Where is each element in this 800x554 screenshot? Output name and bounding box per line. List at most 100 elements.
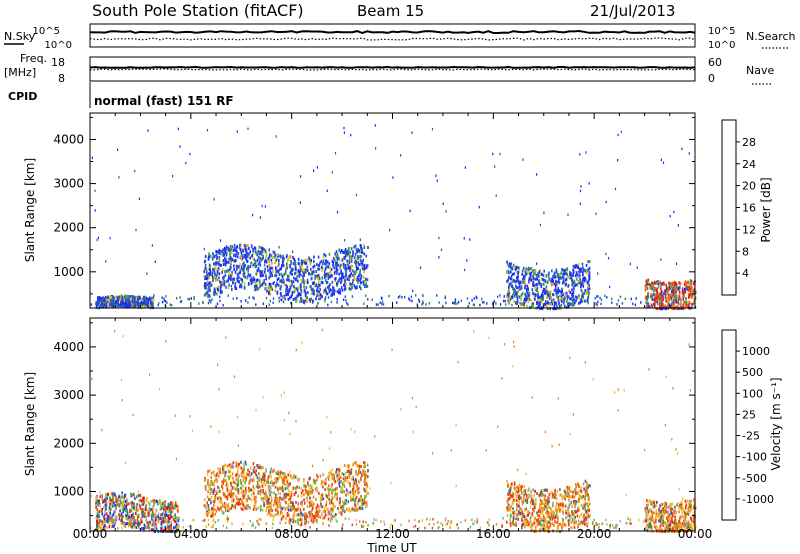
- floor-point: [570, 521, 572, 524]
- nave-line: [89, 68, 696, 71]
- scatter-point: [291, 268, 293, 272]
- scatter-point: [657, 285, 660, 289]
- scatter-point: [365, 486, 368, 490]
- scatter-point: [268, 263, 271, 267]
- scatter-point: [292, 255, 294, 259]
- scatter-point: [133, 504, 136, 508]
- sparse-point: [673, 210, 675, 214]
- scatter-point: [272, 481, 274, 485]
- scatter-point: [336, 257, 339, 261]
- scatter-point: [110, 492, 113, 496]
- scatter-point: [668, 287, 670, 291]
- scatter-point: [554, 284, 557, 288]
- scatter-point: [285, 289, 287, 293]
- scatter-point: [170, 501, 173, 505]
- scatter-point: [102, 500, 104, 504]
- scatter-point: [506, 293, 509, 296]
- scatter-point: [206, 501, 208, 505]
- scatter-point: [562, 269, 565, 272]
- scatter-point: [293, 258, 295, 262]
- scatter-point: [526, 284, 529, 288]
- scatter-point: [270, 258, 273, 262]
- scatter-point: [315, 473, 318, 477]
- scatter-point: [530, 305, 533, 309]
- scatter-point: [322, 485, 324, 489]
- scatter-point: [365, 285, 368, 288]
- floor-point: [604, 294, 606, 298]
- scatter-point: [357, 278, 360, 281]
- scatter-point: [240, 472, 242, 476]
- scatter-point: [226, 494, 229, 498]
- sparse-point: [151, 244, 153, 247]
- floor-point: [166, 301, 168, 304]
- floor-point: [279, 521, 281, 525]
- freq-line: [89, 65, 696, 69]
- scatter-point: [230, 247, 232, 251]
- scatter-point: [285, 506, 288, 510]
- scatter-point: [507, 292, 510, 296]
- scatter-point: [691, 295, 694, 299]
- scatter-point: [689, 282, 692, 286]
- scatter-point: [310, 519, 313, 523]
- scatter-point: [294, 289, 296, 293]
- scatter-point: [260, 258, 263, 262]
- floor-point: [549, 524, 552, 528]
- sparse-point: [258, 348, 261, 351]
- scatter-point: [357, 248, 359, 252]
- scatter-point: [99, 305, 102, 308]
- scatter-point: [683, 295, 685, 299]
- scatter-point: [354, 497, 357, 501]
- sparse-point: [597, 272, 599, 275]
- scatter-point: [255, 499, 258, 503]
- scatter-point: [686, 281, 688, 285]
- scatter-point: [218, 489, 221, 493]
- scatter-point: [537, 298, 539, 302]
- scatter-point: [137, 299, 139, 303]
- scatter-point: [112, 498, 114, 502]
- scatter-point: [233, 492, 235, 496]
- scatter-point: [100, 296, 102, 300]
- scatter-point: [338, 248, 340, 252]
- sparse-point: [409, 209, 411, 213]
- floor-point: [381, 302, 383, 306]
- scatter-point: [517, 289, 519, 293]
- scatter-point: [157, 512, 160, 516]
- floor-point: [425, 303, 427, 306]
- scatter-point: [685, 285, 687, 289]
- scatter-point: [110, 518, 113, 522]
- floor-point: [457, 301, 460, 304]
- scatter-point: [506, 260, 508, 264]
- scatter-point: [230, 258, 232, 262]
- scatter-point: [269, 485, 272, 489]
- scatter-point: [126, 503, 128, 507]
- scatter-point: [213, 271, 216, 275]
- scatter-point: [656, 280, 658, 284]
- sparse-point: [499, 152, 501, 156]
- scatter-point: [305, 520, 307, 524]
- scatter-point: [245, 248, 248, 252]
- scatter-point: [316, 286, 319, 289]
- scatter-point: [122, 500, 124, 504]
- scatter-point: [207, 257, 210, 261]
- scatter-point: [222, 248, 224, 252]
- scatter-point: [664, 307, 666, 311]
- floor-point: [258, 518, 261, 521]
- floor-point: [428, 523, 430, 526]
- scatter-point: [660, 304, 663, 308]
- scatter-point: [332, 257, 335, 260]
- sparse-point: [672, 387, 674, 390]
- scatter-point: [361, 501, 363, 505]
- scatter-point: [279, 267, 281, 271]
- scatter-point: [528, 267, 531, 271]
- scatter-point: [96, 301, 98, 305]
- colorbar-tick-label: 12: [742, 223, 756, 236]
- scatter-point: [576, 277, 578, 281]
- scatter-point: [130, 509, 133, 513]
- floor-point: [573, 297, 575, 301]
- scatter-point: [133, 502, 135, 506]
- scatter-point: [231, 257, 233, 261]
- scatter-point: [240, 285, 243, 289]
- scatter-point: [221, 480, 223, 484]
- sparse-point: [300, 175, 302, 178]
- scatter-point: [280, 266, 282, 270]
